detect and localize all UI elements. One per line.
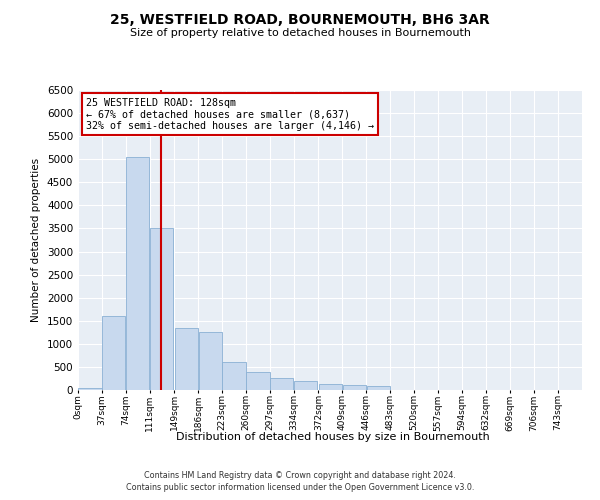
Y-axis label: Number of detached properties: Number of detached properties xyxy=(31,158,41,322)
Bar xyxy=(79,388,101,390)
Text: Size of property relative to detached houses in Bournemouth: Size of property relative to detached ho… xyxy=(130,28,470,38)
Bar xyxy=(150,228,173,390)
Bar xyxy=(175,328,198,390)
Text: Contains public sector information licensed under the Open Government Licence v3: Contains public sector information licen… xyxy=(126,484,474,492)
Text: Distribution of detached houses by size in Bournemouth: Distribution of detached houses by size … xyxy=(176,432,490,442)
Text: 25 WESTFIELD ROAD: 128sqm
← 67% of detached houses are smaller (8,637)
32% of se: 25 WESTFIELD ROAD: 128sqm ← 67% of detac… xyxy=(86,98,374,130)
Bar xyxy=(270,378,293,390)
Bar xyxy=(294,381,317,390)
Bar xyxy=(343,386,366,390)
Text: Contains HM Land Registry data © Crown copyright and database right 2024.: Contains HM Land Registry data © Crown c… xyxy=(144,471,456,480)
Bar xyxy=(367,386,390,390)
Text: 25, WESTFIELD ROAD, BOURNEMOUTH, BH6 3AR: 25, WESTFIELD ROAD, BOURNEMOUTH, BH6 3AR xyxy=(110,12,490,26)
Bar xyxy=(199,332,222,390)
Bar xyxy=(223,362,245,390)
Bar xyxy=(247,372,269,390)
Bar xyxy=(126,157,149,390)
Bar xyxy=(319,384,342,390)
Bar xyxy=(102,316,125,390)
